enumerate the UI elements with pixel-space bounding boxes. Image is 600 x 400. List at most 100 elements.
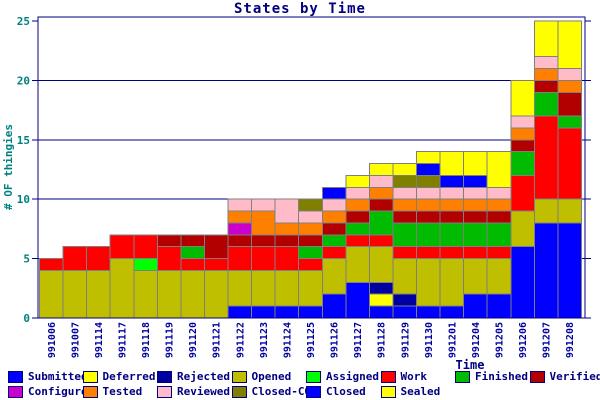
bar-segment-reviewed xyxy=(439,186,465,200)
bar-segment-sealed xyxy=(439,151,465,176)
bar-segment-verified xyxy=(251,234,276,248)
bar-segment-finished xyxy=(463,222,488,248)
bar-segment-reviewed xyxy=(392,186,418,200)
y-tick-label: 25 xyxy=(17,15,30,28)
bar-segment-finished xyxy=(557,115,582,129)
plot-border xyxy=(37,16,586,319)
bar-segment-finished xyxy=(439,222,465,248)
bar-segment-opened xyxy=(368,246,394,283)
bar-segment-sealed xyxy=(416,151,441,165)
bar-991121 xyxy=(203,234,229,319)
bar-segment-work xyxy=(321,246,347,260)
x-tick-label: 991208 xyxy=(565,322,576,358)
bar-991130 xyxy=(416,151,441,319)
bar-segment-opened xyxy=(39,269,64,319)
bar-segment-verified xyxy=(156,234,182,248)
bar-segment-sealed xyxy=(463,151,488,176)
x-tick-label: 991007 xyxy=(70,322,81,358)
bar-segment-finished xyxy=(345,222,370,236)
bar-991128 xyxy=(368,163,394,319)
bar-991208 xyxy=(557,20,582,319)
bar-991205 xyxy=(486,151,512,319)
bar-segment-tested xyxy=(345,198,370,212)
bar-segment-work xyxy=(533,115,559,200)
bar-segment-verified xyxy=(416,210,441,224)
bar-segment-closed xyxy=(439,174,465,188)
bar-segment-verified xyxy=(274,234,300,248)
y-tick-label: 5 xyxy=(23,253,30,266)
bar-segment-sealed xyxy=(486,151,512,188)
y-tick-label: 15 xyxy=(17,134,30,147)
bar-segment-tested xyxy=(416,198,441,212)
bar-segment-opened xyxy=(86,269,111,319)
bar-segment-submitted xyxy=(416,305,441,319)
bar-segment-reviewed xyxy=(298,210,323,224)
bar-segment-opened xyxy=(133,269,158,319)
bar-segment-work xyxy=(227,246,253,271)
x-tick-label: 991127 xyxy=(353,322,364,358)
bar-segment-tested xyxy=(557,79,582,93)
bar-991006 xyxy=(39,258,64,319)
bar-segment-verified xyxy=(180,234,205,248)
bar-segment-opened xyxy=(533,198,559,224)
bar-segment-reviewed xyxy=(274,198,300,224)
bar-segment-opened xyxy=(392,258,418,295)
bar-segment-submitted xyxy=(251,305,276,319)
x-tick-label: 991123 xyxy=(259,322,270,358)
x-tick-label: 991126 xyxy=(330,322,341,358)
chart-title: States by Time xyxy=(233,1,366,17)
bar-segment-verified xyxy=(486,210,512,224)
bar-segment-tested xyxy=(274,222,300,236)
bar-segment-reviewed xyxy=(251,198,276,212)
bar-segment-reviewed xyxy=(510,115,535,129)
bar-segment-tested xyxy=(439,198,465,212)
bar-segment-rejected xyxy=(368,281,394,295)
bar-segment-closed-co xyxy=(392,174,418,188)
bar-991206 xyxy=(510,79,535,319)
x-tick-label: 991125 xyxy=(306,322,317,358)
x-tick-label: 991124 xyxy=(282,322,293,358)
bar-segment-sealed xyxy=(392,163,418,176)
bar-segment-submitted xyxy=(274,305,300,319)
bar-segment-work xyxy=(439,246,465,260)
bar-segment-verified xyxy=(392,210,418,224)
bar-segment-closed-co xyxy=(298,198,323,212)
bar-segment-opened xyxy=(203,269,229,319)
bar-segment-opened xyxy=(463,258,488,295)
bar-segment-submitted xyxy=(298,305,323,319)
bar-991129 xyxy=(392,163,418,319)
bar-991119 xyxy=(156,234,182,319)
x-tick-label: 991201 xyxy=(447,322,458,358)
bar-segment-reviewed xyxy=(416,186,441,200)
bar-segment-finished xyxy=(486,222,512,248)
bar-segment-opened xyxy=(274,269,300,307)
bar-segment-opened xyxy=(486,258,512,295)
bar-segment-reviewed xyxy=(227,198,253,212)
bar-991207 xyxy=(533,20,559,319)
bar-segment-opened xyxy=(298,269,323,307)
x-tick-label: 991205 xyxy=(495,322,506,358)
bar-segment-verified xyxy=(533,79,559,93)
bar-segment-sealed xyxy=(510,79,535,117)
bar-segment-finished xyxy=(298,246,323,260)
bar-segment-work xyxy=(510,174,535,212)
bar-segment-work xyxy=(109,234,135,260)
bar-segment-opened xyxy=(109,258,135,319)
x-tick-label: 991006 xyxy=(47,322,58,358)
bar-segment-submitted xyxy=(463,293,488,319)
bar-segment-sealed xyxy=(345,174,370,188)
bar-991125 xyxy=(298,198,323,319)
bar-segment-assigned xyxy=(133,258,158,271)
bar-segment-submitted xyxy=(392,305,418,319)
bar-segment-submitted xyxy=(533,222,559,319)
bar-segment-tested xyxy=(251,210,276,236)
bar-segment-finished xyxy=(180,246,205,260)
bar-segment-work xyxy=(486,246,512,260)
x-tick-label: 991122 xyxy=(235,322,246,358)
bar-segment-submitted xyxy=(227,305,253,319)
y-tick-label: 10 xyxy=(17,193,30,206)
bar-segment-sealed xyxy=(368,163,394,176)
x-tick-label: 991129 xyxy=(400,322,411,358)
